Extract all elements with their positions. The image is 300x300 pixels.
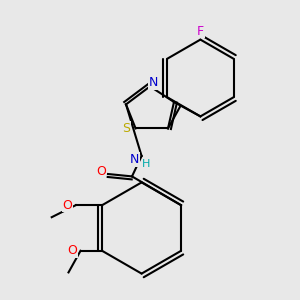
Text: S: S <box>122 122 130 135</box>
Text: H: H <box>142 159 151 170</box>
Text: O: O <box>62 199 72 212</box>
Text: O: O <box>96 165 106 178</box>
Text: F: F <box>197 25 204 38</box>
Text: N: N <box>130 153 139 166</box>
Text: N: N <box>149 76 158 89</box>
Text: O: O <box>67 244 77 257</box>
